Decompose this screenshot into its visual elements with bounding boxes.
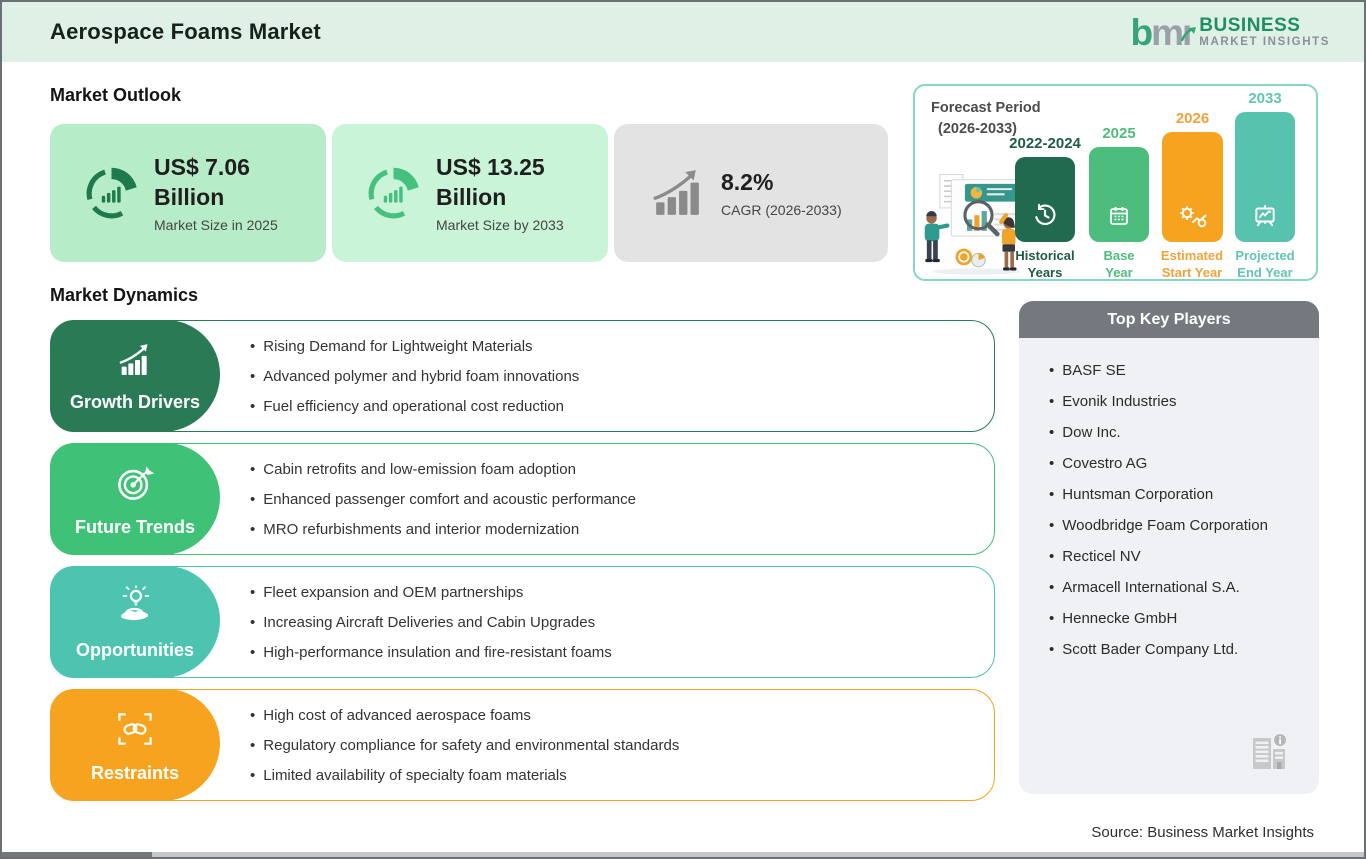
dynamics-label-text: Future Trends	[74, 516, 195, 537]
top-key-players-panel: Top Key Players BASF SE Evonik Industrie…	[1019, 301, 1319, 794]
dynamics-row-restraints: Restraints High cost of advanced aerospa…	[50, 689, 995, 801]
forecast-period-panel: Forecast Period (2026-2033)	[913, 84, 1318, 281]
bullet-item: Enhanced passenger comfort and acoustic …	[250, 491, 979, 508]
donut-chart-icon	[84, 166, 139, 221]
chain-link-icon	[113, 707, 157, 756]
player-item: Covestro AG	[1049, 448, 1309, 479]
bar	[1235, 112, 1295, 242]
player-item: Recticel NV	[1049, 541, 1309, 572]
bar-year-label: 2026	[1175, 110, 1210, 127]
bullet-item: High-performance insulation and fire-res…	[250, 644, 979, 661]
player-item: Huntsman Corporation	[1049, 479, 1309, 510]
market-research-illustration	[919, 168, 1039, 281]
dynamics-row-future-trends: Future Trends Cabin retrofits and low-em…	[50, 443, 995, 555]
card-caption: Market Size in 2025	[154, 216, 278, 233]
presentation-icon	[1252, 202, 1278, 233]
source-note: Source: Business Market Insights	[1091, 824, 1314, 841]
player-item: Hennecke GmbH	[1049, 603, 1309, 634]
donut-chart-icon	[366, 166, 421, 221]
bar	[1162, 132, 1223, 242]
card-caption: CAGR (2026-2033)	[721, 201, 842, 218]
player-item: Evonik Industries	[1049, 386, 1309, 417]
bar-caption: Base Year	[1103, 248, 1135, 280]
card-value: US$ 13.25	[436, 154, 545, 181]
logo-arrow-icon	[1180, 10, 1197, 47]
card-unit: Billion	[436, 184, 507, 210]
dynamics-label-text: Opportunities	[76, 639, 194, 660]
bullet-item: Fleet expansion and OEM partnerships	[250, 584, 979, 601]
building-info-icon	[1245, 727, 1293, 778]
target-icon	[113, 461, 157, 510]
bullet-item: High cost of advanced aerospace foams	[250, 707, 979, 724]
gear-chart-icon	[1178, 204, 1208, 233]
bullet-item: Increasing Aircraft Deliveries and Cabin…	[250, 614, 979, 631]
player-item: Woodbridge Foam Corporation	[1049, 510, 1309, 541]
forecast-bar-estimated-start: 2026	[1162, 110, 1223, 242]
bar-year-label: 2022-2024	[1009, 135, 1081, 152]
bullet-item: Regulatory compliance for safety and env…	[250, 737, 979, 754]
player-item: Armacell International S.A.	[1049, 572, 1309, 603]
market-outlook-heading: Market Outlook	[50, 85, 182, 105]
stat-card-market-size-2033: US$ 13.25 Billion Market Size by 2033	[332, 124, 608, 262]
bmi-logo: bmı BUSINESS MARKET INSIGHTS	[1131, 14, 1331, 51]
player-item: Scott Bader Company Ltd.	[1049, 634, 1309, 665]
dynamics-label-opportunities: Opportunities	[50, 566, 220, 678]
stat-card-market-size-2025: US$ 7.06 Billion Market Size in 2025	[50, 124, 326, 262]
logo-line1: BUSINESS	[1199, 15, 1301, 36]
dynamics-label-future-trends: Future Trends	[50, 443, 220, 555]
dynamics-label-text: Growth Drivers	[69, 391, 201, 412]
card-value: 8.2%	[721, 169, 774, 196]
bar	[1015, 157, 1075, 242]
bar-caption: Historical Years	[1015, 248, 1075, 280]
growth-bars-icon	[648, 168, 706, 218]
card-unit: Billion	[154, 184, 225, 210]
bar-year-label: 2033	[1248, 90, 1282, 107]
bar-year-label: 2025	[1102, 125, 1136, 142]
bmi-logo-mark: bmı	[1131, 14, 1197, 51]
growth-chart-icon	[112, 340, 158, 385]
horizontal-scrollbar-track[interactable]	[2, 852, 1364, 857]
bullet-item: Rising Demand for Lightweight Materials	[250, 338, 979, 355]
dynamics-row-growth-drivers: Growth Drivers Rising Demand for Lightwe…	[50, 320, 995, 432]
dynamics-label-text: Restraints	[90, 762, 180, 783]
bullet-item: Limited availability of specialty foam m…	[250, 767, 979, 784]
card-value: US$ 7.06	[154, 154, 250, 181]
dynamics-label-restraints: Restraints	[50, 689, 220, 801]
bar-caption: Projected End Year	[1235, 248, 1295, 280]
idea-hand-icon	[113, 584, 157, 633]
bullet-item: Advanced polymer and hybrid foam innovat…	[250, 368, 979, 385]
horizontal-scrollbar-thumb[interactable]	[2, 852, 152, 857]
bullet-item: Fuel efficiency and operational cost red…	[250, 398, 979, 415]
forecast-bar-projected-end: 2033	[1235, 90, 1295, 242]
bar-caption: Estimated Start Year	[1160, 248, 1224, 280]
forecast-bar-base: 2025	[1089, 125, 1149, 242]
bullet-item: MRO refurbishments and interior moderniz…	[250, 521, 979, 538]
forecast-bar-historical: 2022-2024	[1009, 135, 1081, 242]
top-key-players-heading: Top Key Players	[1019, 301, 1319, 338]
logo-line2: MARKET INSIGHTS	[1199, 35, 1330, 48]
market-dynamics-heading: Market Dynamics	[50, 285, 199, 305]
bullet-item: Cabin retrofits and low-emission foam ad…	[250, 461, 979, 478]
header: Aerospace Foams Market bmı BUSINESS MARK…	[2, 2, 1364, 62]
player-item: Dow Inc.	[1049, 417, 1309, 448]
forecast-period-title: Forecast Period (2026-2033)	[931, 100, 1041, 138]
bar	[1089, 147, 1149, 242]
dynamics-label-growth-drivers: Growth Drivers	[50, 320, 220, 432]
calendar-icon	[1107, 204, 1131, 233]
dynamics-row-opportunities: Opportunities Fleet expansion and OEM pa…	[50, 566, 995, 678]
stat-card-cagr: 8.2% CAGR (2026-2033)	[614, 124, 888, 262]
history-clock-icon	[1032, 202, 1058, 233]
player-item: BASF SE	[1049, 355, 1309, 386]
card-caption: Market Size by 2033	[436, 216, 564, 233]
page-title: Aerospace Foams Market	[50, 19, 321, 44]
